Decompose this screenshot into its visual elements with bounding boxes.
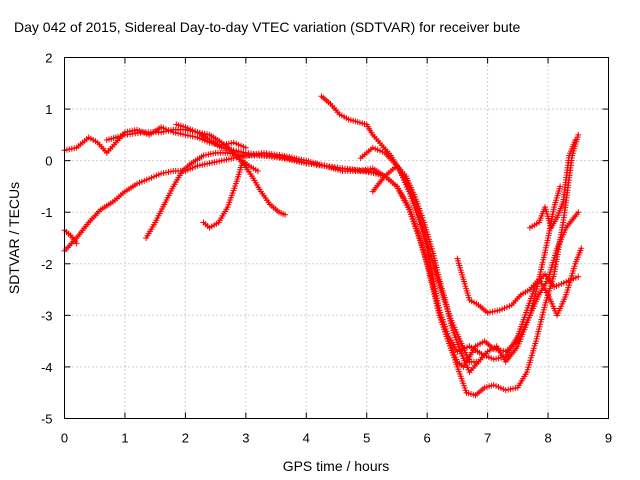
y-tick-label: -1: [41, 205, 53, 220]
series-arc-2: [61, 149, 582, 370]
data-point-markers: [526, 137, 579, 231]
series-arc-7: [200, 157, 261, 231]
data-point-markers: [369, 162, 482, 376]
series-arc-6: [173, 121, 289, 218]
data-point-markers: [200, 157, 261, 231]
chart-title: Day 042 of 2015, Sidereal Day-to-day VTE…: [14, 19, 521, 35]
tick-labels: 0 1 2 3 4 5 6 7 8 9 2 1 0 -1 -2 -3 -4 -5: [41, 51, 612, 446]
series-line: [63, 152, 580, 368]
x-tick-label: 7: [484, 431, 491, 446]
y-tick-label: -2: [41, 257, 53, 272]
series-arc-10: [369, 162, 482, 376]
y-tick-label: 1: [45, 102, 52, 117]
y-tick-label: 0: [45, 154, 52, 169]
x-tick-label: 8: [544, 431, 551, 446]
data-series: [61, 93, 585, 399]
x-tick-label: 1: [121, 431, 128, 446]
series-arc-4: [103, 126, 582, 363]
plot-frame: [64, 57, 609, 419]
data-point-markers: [454, 245, 585, 319]
x-tick-label: 4: [303, 431, 310, 446]
y-tick-label: -5: [41, 412, 53, 427]
series-arc-12: [526, 137, 579, 231]
y-tick-label: 2: [45, 51, 52, 66]
series-line: [202, 159, 259, 229]
data-point-markers: [61, 149, 582, 370]
y-axis-label: SDTVAR / TECUs: [6, 182, 22, 294]
series-arc-8: [318, 93, 582, 399]
x-tick-label: 2: [182, 431, 189, 446]
x-tick-label: 5: [363, 431, 370, 446]
x-tick-label: 3: [242, 431, 249, 446]
y-tick-label: -3: [41, 308, 53, 323]
x-tick-label: 9: [605, 431, 612, 446]
series-arc-11: [454, 245, 585, 319]
x-tick-label: 6: [424, 431, 431, 446]
y-tick-label: -4: [41, 360, 53, 375]
x-tick-label: 0: [61, 431, 68, 446]
x-axis-label: GPS time / hours: [283, 458, 390, 474]
data-point-markers: [103, 126, 582, 363]
series-line: [106, 128, 580, 360]
data-point-markers: [143, 149, 382, 241]
data-point-markers: [318, 93, 582, 399]
